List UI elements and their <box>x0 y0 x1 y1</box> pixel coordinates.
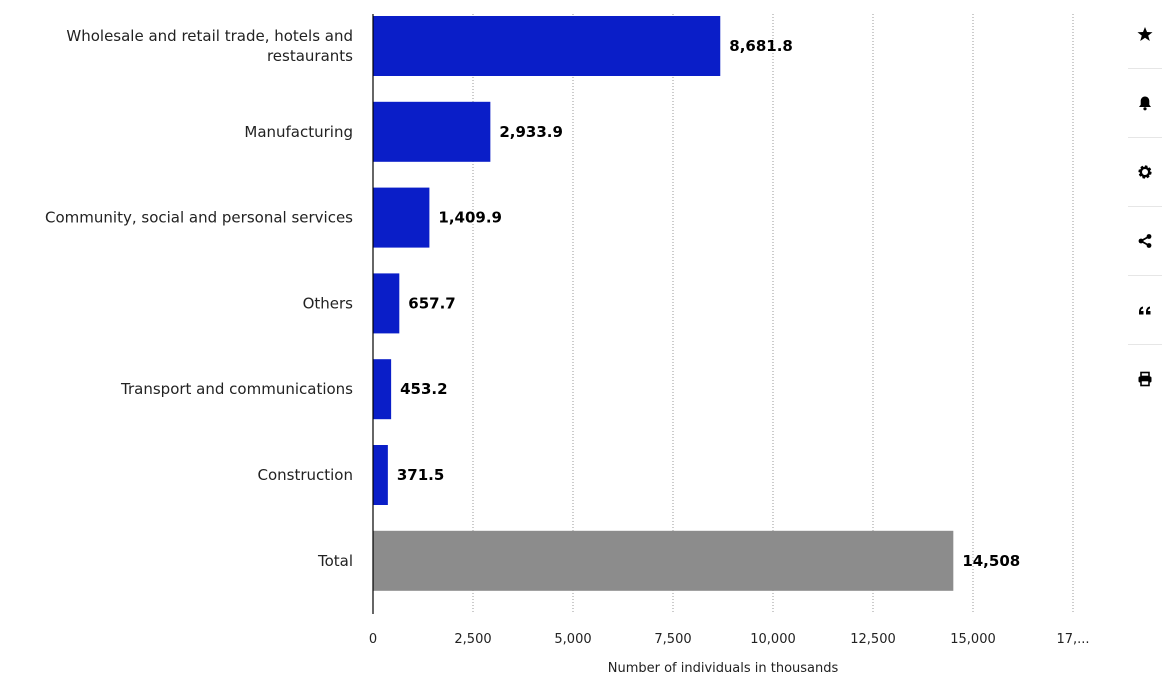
x-tick-label: 7,500 <box>654 632 691 647</box>
data-label: 453.2 <box>400 380 447 398</box>
chart-toolbar <box>1128 0 1162 413</box>
x-tick-label: 12,500 <box>850 632 896 647</box>
category-label: Manufacturing <box>244 123 353 141</box>
star-icon <box>1137 27 1153 41</box>
data-labels: 8,681.8 2,933.9 1,409.9 657.7 453.2 371.5 14,5… <box>397 37 1020 570</box>
bar[interactable] <box>373 359 392 420</box>
x-axis-title: Number of individuals in thousands <box>608 661 839 676</box>
bar[interactable] <box>373 101 491 162</box>
x-tick-label: 0 <box>369 632 377 647</box>
share-button[interactable] <box>1128 207 1162 276</box>
category-label: Others <box>303 294 354 312</box>
category-label: Total <box>317 552 353 570</box>
category-label: Transport and communications <box>120 380 353 398</box>
bars <box>373 16 954 591</box>
print-icon <box>1138 371 1152 387</box>
category-label: Community, social and personal services <box>45 209 353 227</box>
data-label: 371.5 <box>397 466 444 484</box>
print-button[interactable] <box>1128 345 1162 413</box>
share-icon <box>1138 234 1152 248</box>
category-label: Construction <box>257 466 353 484</box>
x-tick-label: 5,000 <box>554 632 591 647</box>
cite-button[interactable] <box>1128 276 1162 345</box>
data-label: 1,409.9 <box>438 209 502 227</box>
favorite-button[interactable] <box>1128 0 1162 69</box>
x-tick-label: 2,500 <box>454 632 491 647</box>
x-tick-label: 15,000 <box>950 632 996 647</box>
bar[interactable] <box>373 16 721 76</box>
data-label: 8,681.8 <box>729 37 793 55</box>
data-label: 14,508 <box>962 552 1020 570</box>
bar[interactable] <box>373 273 400 334</box>
x-tick-label: 10,000 <box>750 632 796 647</box>
x-tick-labels: 0 2,500 5,000 7,500 10,000 12,500 15,000 17,... <box>369 632 1090 647</box>
bell-icon <box>1139 96 1151 111</box>
notification-button[interactable] <box>1128 69 1162 138</box>
quote-icon <box>1139 306 1151 315</box>
bar[interactable] <box>373 530 954 591</box>
gridlines <box>472 14 1074 614</box>
gear-icon <box>1138 165 1152 179</box>
data-label: 657.7 <box>408 294 455 312</box>
settings-button[interactable] <box>1128 138 1162 207</box>
bar-chart: Wholesale and retail trade, hotels and re… <box>45 14 1090 676</box>
data-label: 2,933.9 <box>499 123 563 141</box>
category-labels: Wholesale and retail trade, hotels and re… <box>45 27 353 570</box>
x-tick-label: 17,... <box>1056 632 1089 647</box>
bar[interactable] <box>373 187 430 248</box>
category-label: Wholesale and retail trade, hotels and re… <box>66 27 353 65</box>
bar[interactable] <box>373 445 388 505</box>
